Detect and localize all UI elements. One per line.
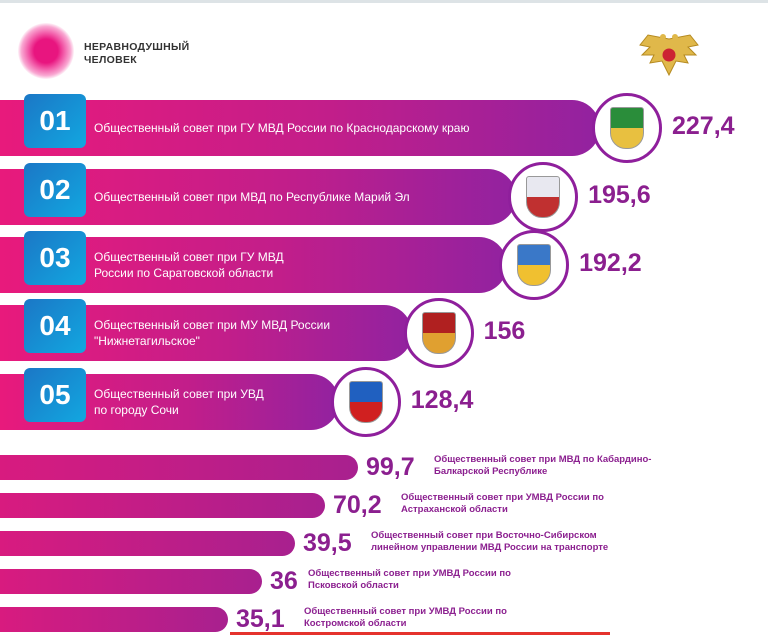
- rank-badge: 02: [24, 163, 86, 217]
- bar-label: Общественный совет при ГУ МВД России по …: [94, 120, 469, 136]
- rank-badge: 05: [24, 368, 86, 422]
- bar-small: [0, 607, 228, 632]
- bar-rank-02: [0, 169, 517, 225]
- bar-rank-01: [0, 100, 600, 156]
- bar-small: [0, 569, 262, 594]
- label-line: Общественный совет при ГУ МВД России по …: [94, 121, 470, 135]
- krasnodar-coat-of-arms-icon: [592, 93, 662, 163]
- label-line: Общественный совет при УМВД России по: [304, 606, 507, 617]
- bar-value: 39,5: [303, 529, 352, 557]
- bar-label: Общественный совет при ГУ МВД России по С…: [94, 249, 284, 281]
- bar-label: Общественный совет при МУ МВД России "Ниж…: [94, 317, 330, 349]
- rank-badge: 01: [24, 94, 86, 148]
- label-line: Общественный совет при УВД: [94, 387, 264, 401]
- bar-value: 195,6: [588, 181, 651, 209]
- label-line: Общественный совет при МВД по Кабардино-: [434, 454, 652, 465]
- bar-value: 128,4: [410, 386, 474, 414]
- bar-small: [0, 455, 358, 480]
- label-line: "Нижнетагильское": [94, 334, 200, 348]
- label-line: по городу Сочи: [94, 403, 179, 417]
- bar-value: 192,2: [579, 249, 642, 277]
- label-line: Общественный совет при ГУ МВД: [94, 250, 284, 264]
- label-line: линейном управлении МВД России на трансп…: [371, 542, 609, 553]
- label-line: Костромской области: [304, 618, 407, 629]
- label-line: Общественный совет при УМВД России по: [308, 568, 511, 579]
- label-line: Общественный совет при МВД по Республике…: [94, 190, 410, 204]
- bar-value: 156: [483, 317, 526, 345]
- label-line: Астраханской области: [401, 504, 508, 515]
- bar-label: Общественный совет при УМВД России по Пск…: [308, 568, 638, 592]
- bar-label: Общественный совет при УМВД России по Кос…: [304, 606, 634, 630]
- bar-label: Общественный совет при МВД по Республике…: [94, 189, 410, 205]
- bar-value: 227,4: [672, 112, 735, 140]
- bar-small: [0, 531, 295, 556]
- logo-icon: [18, 23, 74, 79]
- bar-label: Общественный совет при Восточно-Сибирско…: [371, 530, 701, 554]
- bar-value: 99,7: [366, 453, 415, 481]
- red-underline: [230, 632, 610, 635]
- bar-value: 35,1: [236, 605, 285, 633]
- label-line: Псковской области: [308, 580, 399, 591]
- bar-value: 36: [270, 567, 298, 595]
- rank-badge: 04: [24, 299, 86, 353]
- label-line: Общественный совет при Восточно-Сибирско…: [371, 530, 597, 541]
- label-line: России по Саратовской области: [94, 266, 274, 280]
- brand-line-2: ЧЕЛОВЕК: [84, 54, 138, 66]
- sochi-coat-of-arms-icon: [330, 367, 401, 437]
- label-line: Общественный совет при МУ МВД России: [94, 318, 331, 332]
- mari-el-coat-of-arms-icon: [508, 162, 579, 232]
- bar-label: Общественный совет при УМВД России по Аст…: [401, 492, 731, 516]
- saratov-coat-of-arms-icon: [499, 230, 570, 300]
- bar-label: Общественный совет при УВД по городу Сочи: [94, 386, 264, 418]
- bar-small: [0, 493, 325, 518]
- label-line: Балкарской Республике: [434, 466, 548, 477]
- rank-badge: 03: [24, 231, 86, 285]
- bar-label: Общественный совет при МВД по Кабардино-…: [434, 454, 764, 478]
- label-line: Общественный совет при УМВД России по: [401, 492, 604, 503]
- brand-line-1: НЕРАВНОДУШНЫЙ: [84, 41, 190, 53]
- bar-value: 70,2: [333, 491, 382, 519]
- nizhny-tagil-coat-of-arms-icon: [403, 298, 474, 368]
- brand-name: НЕРАВНОДУШНЫЙ ЧЕЛОВЕК: [84, 41, 189, 67]
- mvd-eagle-emblem-icon: [639, 34, 699, 77]
